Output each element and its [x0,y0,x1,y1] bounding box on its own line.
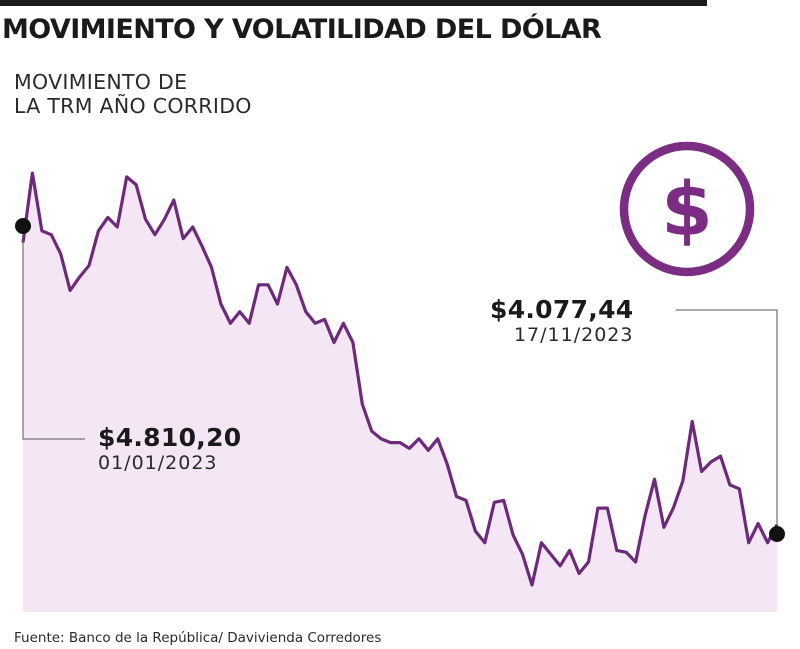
data-point-14 [154,233,156,236]
data-point-15 [163,218,166,221]
data-point-6 [78,276,81,278]
data-point-29 [295,284,298,286]
data-point-35 [352,341,354,344]
data-point-64 [625,551,627,554]
area-fill [23,173,777,612]
data-point-49 [484,541,486,544]
data-point-7 [88,264,90,267]
data-point-28 [286,266,288,269]
data-point-74 [719,455,722,457]
data-point-34 [342,322,345,325]
data-point-51 [502,499,505,502]
data-point-52 [512,534,514,536]
data-point-68 [663,526,665,529]
leader-line-start [22,226,85,440]
dollar-icon: $ [619,141,755,277]
data-point-72 [700,470,703,473]
end-marker [769,526,785,542]
callout-end: $4.077,44 17/11/2023 [490,295,634,347]
data-point-26 [267,284,269,286]
data-point-63 [616,549,618,552]
data-point-8 [97,230,100,232]
data-point-43 [427,449,430,452]
data-point-3 [50,233,53,236]
data-point-61 [597,507,599,509]
data-point-56 [550,553,552,556]
data-point-13 [144,218,147,221]
data-point-41 [408,447,411,450]
data-point-37 [370,430,373,432]
data-point-59 [578,572,580,575]
data-point-39 [389,441,392,444]
data-point-27 [276,303,279,305]
source-note: Fuente: Banco de la República/ Daviviend… [14,630,382,646]
data-point-16 [173,199,175,201]
data-point-20 [210,266,213,269]
start-date: 01/01/2023 [98,452,218,474]
chart-subtitle: MOVIMIENTO DE LA TRM AÑO CORRIDO [14,70,252,118]
data-point-1 [31,172,34,174]
data-point-42 [418,438,420,440]
data-point-21 [220,303,222,305]
leader-line-end [676,309,778,534]
data-point-73 [710,461,712,463]
data-point-31 [314,322,317,325]
svg-text:$: $ [661,167,713,253]
data-point-65 [634,561,637,563]
end-value: $4.077,44 [490,295,634,324]
data-point-53 [521,553,524,556]
data-point-9 [107,216,109,219]
data-point-46 [455,495,458,498]
callout-start: $4.810,20 01/01/2023 [98,423,242,475]
data-point-24 [248,322,250,325]
data-point-23 [239,310,241,313]
data-point-18 [191,226,194,228]
data-point-55 [540,541,543,544]
data-point-57 [559,565,561,567]
data-point-77 [747,541,750,544]
data-point-50 [493,501,496,504]
data-point-5 [69,289,71,292]
data-point-19 [201,245,203,248]
data-point-38 [380,438,382,440]
data-point-40 [399,441,401,444]
data-point-12 [135,183,137,186]
data-point-71 [691,420,693,423]
data-point-66 [644,515,646,517]
subtitle-line-2: LA TRM AÑO CORRIDO [14,94,252,118]
data-point-4 [59,253,62,255]
data-point-22 [229,322,232,325]
data-point-25 [257,284,260,286]
data-point-44 [436,438,439,440]
top-rule [0,0,707,6]
data-point-48 [474,530,477,532]
data-point-79 [766,541,769,544]
page-title: MOVIMIENTO Y VOLATILIDAD DEL DÓLAR [2,14,602,45]
data-point-10 [116,226,119,228]
data-point-47 [465,499,467,502]
data-point-45 [446,463,448,465]
end-date: 17/11/2023 [513,324,634,346]
data-point-69 [672,507,675,509]
data-point-30 [305,310,307,313]
data-point-17 [182,237,184,240]
data-point-70 [682,480,684,482]
subtitle-line-1: MOVIMIENTO DE [14,70,188,94]
data-point-36 [361,403,364,405]
data-point-78 [757,522,759,525]
data-point-62 [606,507,609,509]
data-point-33 [333,341,335,344]
data-point-32 [323,318,326,321]
data-point-76 [738,488,741,490]
data-point-67 [653,478,656,481]
data-point-11 [125,176,128,178]
data-point-75 [729,484,731,486]
start-marker [15,218,31,234]
data-point-58 [568,549,571,552]
data-point-60 [587,561,590,563]
data-point-54 [531,584,533,586]
data-point-2 [41,230,43,232]
start-value: $4.810,20 [98,423,242,452]
